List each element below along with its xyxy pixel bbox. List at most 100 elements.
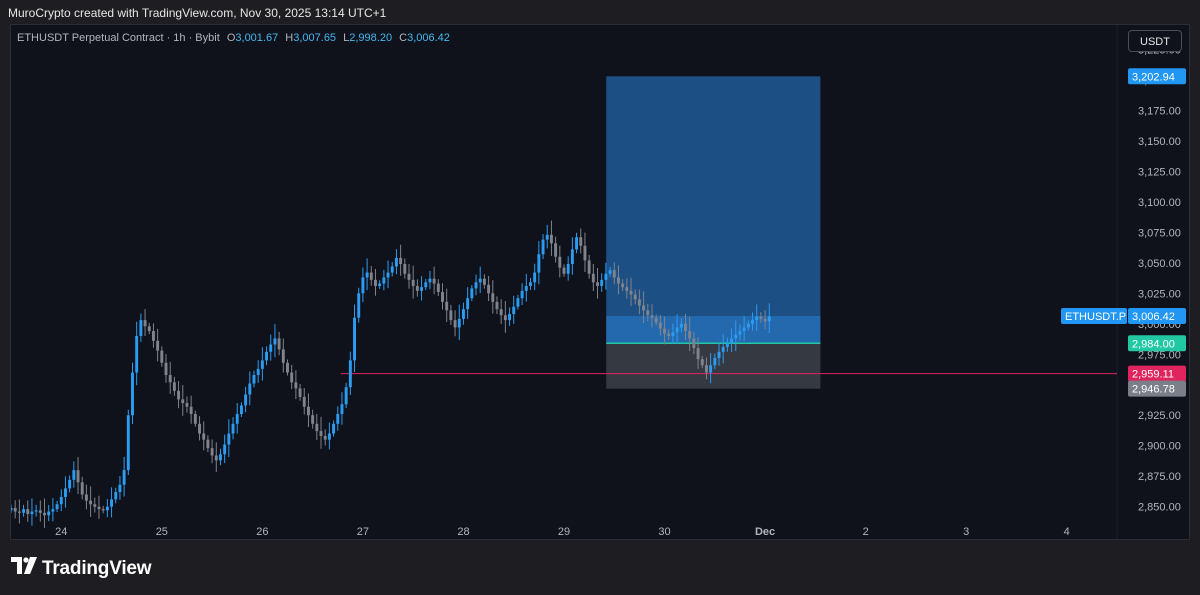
candle-body <box>17 511 21 513</box>
target-zone <box>606 76 821 344</box>
candle-body <box>684 323 687 332</box>
candle-body <box>365 272 369 278</box>
candle-body <box>738 331 742 335</box>
candle-body <box>629 290 633 295</box>
candle-body <box>382 277 386 284</box>
y-tick-label: 2,925.00 <box>1138 410 1181 422</box>
candle-body <box>122 470 126 485</box>
candle-body <box>290 372 294 383</box>
candle-body <box>411 279 415 286</box>
candle-body <box>428 278 432 283</box>
candle-body <box>688 331 692 339</box>
candle-body <box>160 350 164 363</box>
candle-body <box>110 499 114 507</box>
candle-body <box>26 509 30 515</box>
candle-body <box>616 277 620 284</box>
y-tick-label: 3,100.00 <box>1138 197 1181 209</box>
candle-body <box>742 327 746 332</box>
candle-body <box>59 496 63 505</box>
tradingview-logo-icon[interactable] <box>11 557 38 575</box>
candle-body <box>319 431 323 436</box>
candle-body <box>721 346 725 352</box>
x-tick-label: 4 <box>1064 526 1070 538</box>
candle-body <box>696 348 700 360</box>
candle-body <box>755 316 759 321</box>
candle-body <box>658 322 662 329</box>
candle-body <box>415 285 419 291</box>
candle-body <box>105 506 109 511</box>
candle-body <box>198 423 201 434</box>
x-tick-label: 26 <box>256 526 268 538</box>
y-tick-label: 3,075.00 <box>1138 227 1181 239</box>
candle-body <box>114 492 118 500</box>
candle-body <box>449 310 453 321</box>
candle-body <box>767 316 771 322</box>
legend-symbol: ETHUSDT Perpetual Contract · 1h · Bybit <box>17 32 220 44</box>
chart-panel[interactable]: 3,225.003,200.003,175.003,150.003,125.00… <box>10 24 1190 540</box>
candle-body <box>591 273 595 283</box>
y-tick-label: 2,850.00 <box>1138 502 1181 514</box>
candle-body <box>256 368 260 375</box>
symbol-tag-bg <box>1061 307 1127 324</box>
footer: TradingView <box>0 540 1200 595</box>
candle-body <box>273 338 277 345</box>
candle-body <box>248 383 252 395</box>
candle-body <box>332 423 336 434</box>
y-tick-label: 3,050.00 <box>1138 258 1181 270</box>
candle-body <box>520 290 524 299</box>
target-price-text: 3,202.94 <box>1132 71 1175 83</box>
candle-body <box>84 494 88 501</box>
candle-body <box>277 338 281 350</box>
candle-body <box>315 423 319 432</box>
candle-body <box>667 333 671 336</box>
candle-body <box>227 433 231 445</box>
candle-body <box>164 362 168 375</box>
candle-body <box>587 260 591 274</box>
candle-body <box>294 382 298 389</box>
candle-body <box>51 509 55 512</box>
candle-body <box>549 234 553 244</box>
candle-body <box>151 331 155 341</box>
candle-body <box>357 293 361 318</box>
candle-body <box>566 264 570 274</box>
currency-button[interactable]: USDT <box>1128 30 1182 52</box>
candle-body <box>608 270 612 274</box>
y-tick-label: 3,125.00 <box>1138 166 1181 178</box>
candle-body <box>420 287 424 291</box>
candle-body <box>675 327 679 333</box>
line-price-text: 2,959.11 <box>1132 369 1174 381</box>
candle-body <box>126 415 130 471</box>
candle-body <box>202 433 206 440</box>
candle-body <box>503 315 507 321</box>
y-tick-label: 3,150.00 <box>1138 136 1181 148</box>
candle-body <box>642 305 646 311</box>
candle-body <box>30 511 34 515</box>
candle-body <box>424 282 428 288</box>
candle-body <box>646 310 650 316</box>
candle-body <box>470 288 474 299</box>
candle-body <box>269 344 273 352</box>
candle-body <box>495 301 499 310</box>
x-tick-label: 30 <box>658 526 670 538</box>
candle-body <box>524 285 528 291</box>
candle-body <box>558 256 562 268</box>
tradingview-brand[interactable]: TradingView <box>42 558 152 579</box>
candle-body <box>692 338 696 349</box>
candle-body <box>323 435 327 440</box>
candle-body <box>306 406 310 416</box>
candle-body <box>453 320 457 328</box>
price-chart[interactable]: 3,225.003,200.003,175.003,150.003,125.00… <box>11 25 1189 539</box>
y-tick-label: 3,025.00 <box>1138 288 1181 300</box>
candle-body <box>374 279 377 286</box>
candle-body <box>139 320 143 336</box>
y-tick-label: 2,875.00 <box>1138 471 1181 483</box>
candle-body <box>286 362 289 373</box>
entry-price-bg <box>1128 335 1186 352</box>
candle-body <box>76 470 80 483</box>
candle-body <box>135 335 139 373</box>
candles <box>11 220 771 528</box>
candle-body <box>751 320 754 324</box>
x-tick-label: 25 <box>156 526 168 538</box>
candle-body <box>512 306 516 315</box>
candle-body <box>704 365 708 373</box>
